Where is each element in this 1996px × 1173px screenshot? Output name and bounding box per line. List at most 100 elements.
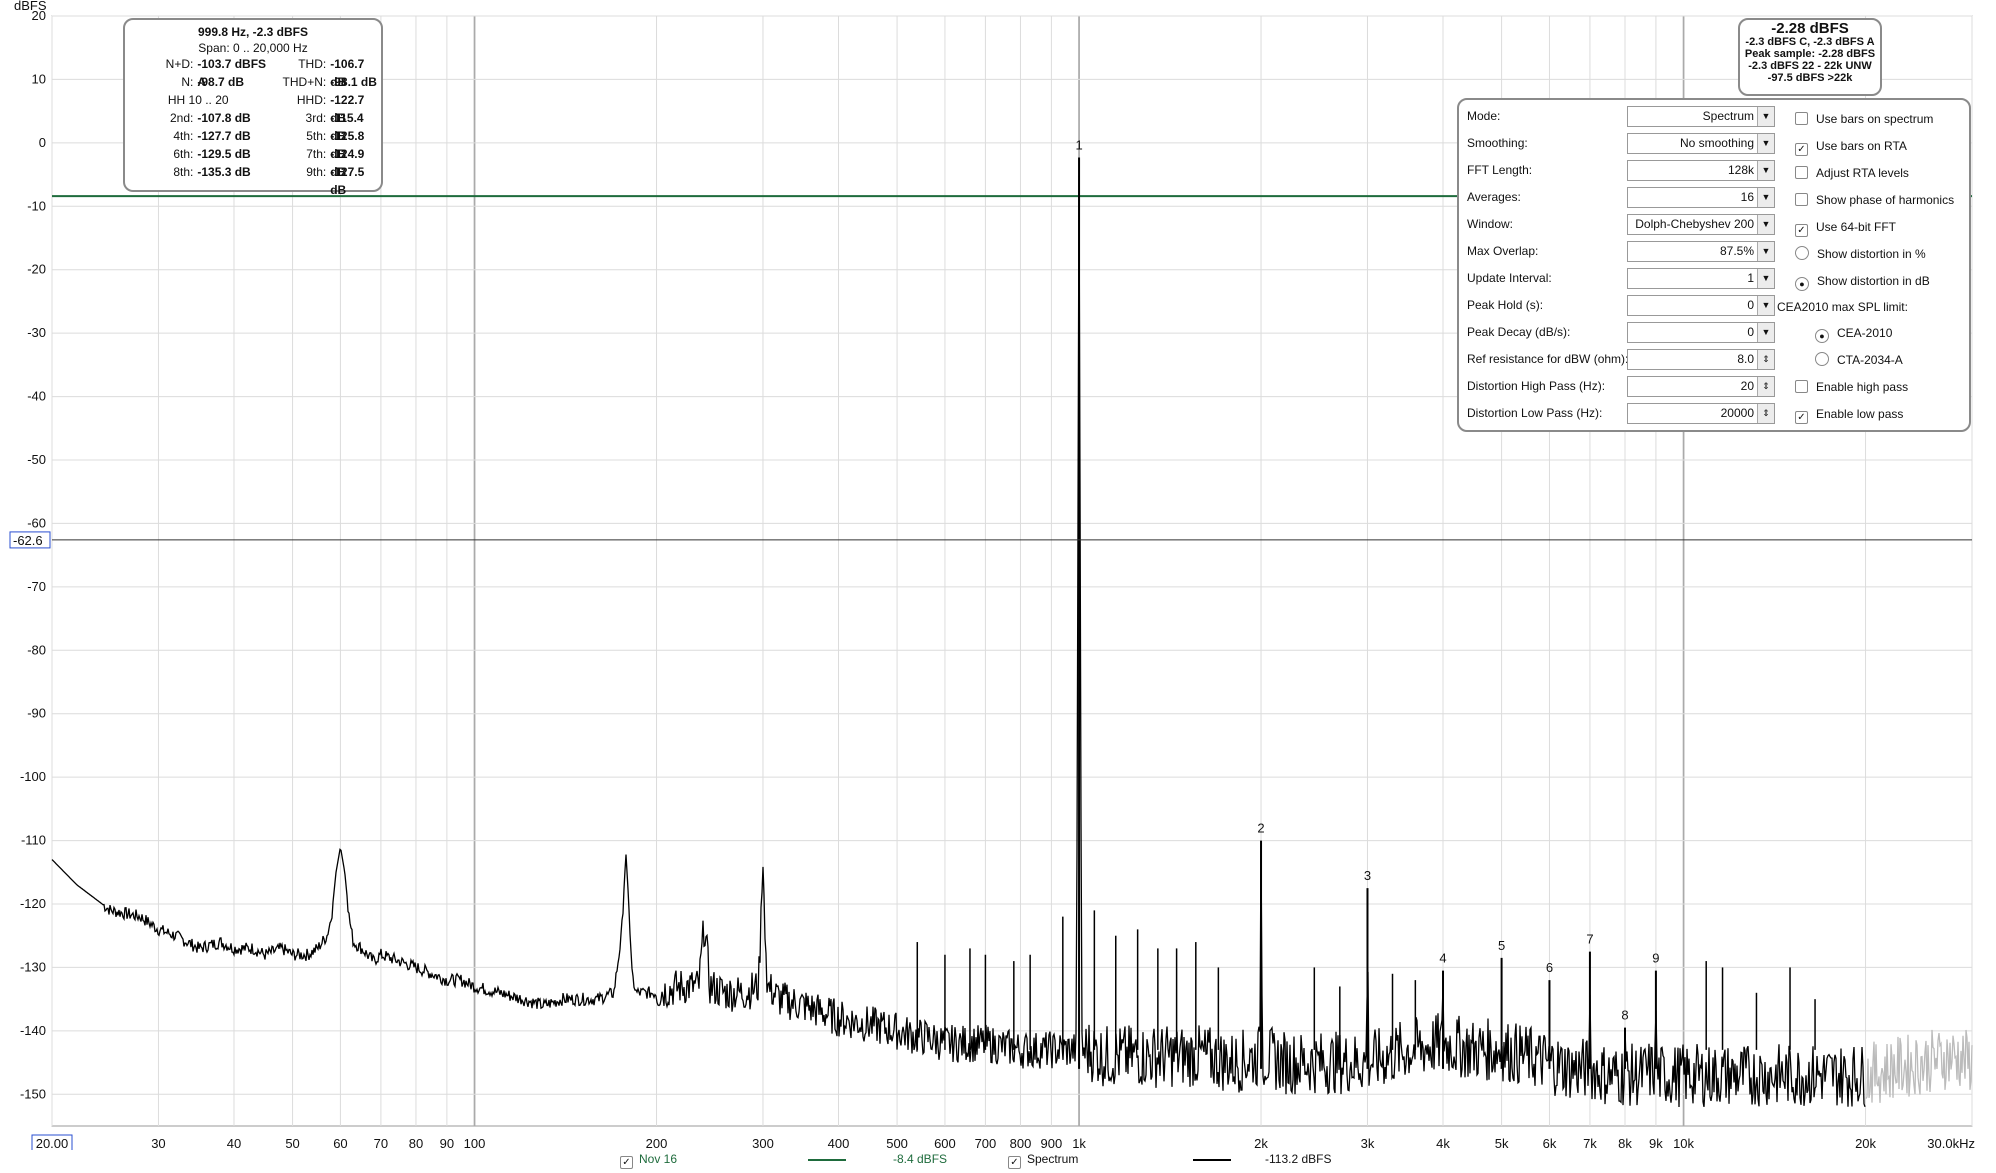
chart-legend: ✓ Nov 16 -8.4 dBFS ✓ Spectrum -113.2 dBFS bbox=[0, 1148, 1996, 1170]
legend-nov16-toggle[interactable]: ✓ Nov 16 bbox=[620, 1152, 677, 1169]
stats-value: -129.5 dB bbox=[197, 147, 251, 161]
radio-selected-icon[interactable]: ● bbox=[1795, 277, 1809, 291]
control-dropdown[interactable]: 20000 ⇕ bbox=[1627, 403, 1775, 424]
chevron-down-icon[interactable]: ▼ bbox=[1757, 296, 1774, 315]
control-dropdown[interactable]: 20 ⇕ bbox=[1627, 376, 1775, 397]
x-tick-label: 90 bbox=[440, 1136, 454, 1150]
checkbox-icon[interactable] bbox=[1795, 193, 1808, 206]
distortion-stats-panel: 999.8 Hz, -2.3 dBFS Span: 0 .. 20,000 Hz… bbox=[123, 18, 383, 197]
y-tick-label: -130 bbox=[20, 959, 46, 974]
x-tick-label: 6k bbox=[1543, 1136, 1557, 1150]
stats-label: N: bbox=[181, 75, 194, 89]
control-label: Ref resistance for dBW (ohm): bbox=[1467, 352, 1629, 366]
x-tick-label: 60 bbox=[333, 1136, 347, 1150]
analyser-controls-panel: Mode: Spectrum ▼ Smoothing: No smoothing ▼ FFT… bbox=[1457, 98, 1971, 432]
radio-cta-2034[interactable]: CTA-2034-A bbox=[1815, 351, 1903, 369]
control-label: Window: bbox=[1467, 217, 1514, 231]
cea-limit-label: CEA2010 max SPL limit: bbox=[1777, 300, 1908, 314]
chevron-down-icon[interactable]: ▼ bbox=[1757, 188, 1774, 207]
harmonic-label: 5 bbox=[1498, 938, 1505, 953]
spectrum-line bbox=[51, 176, 1866, 1108]
y-tick-label: -50 bbox=[27, 452, 46, 467]
radio-distortion-percent[interactable]: Show distortion in % bbox=[1795, 245, 1926, 263]
chevron-down-icon[interactable]: ▼ bbox=[1757, 323, 1774, 342]
stepper-icon[interactable]: ⇕ bbox=[1757, 377, 1774, 396]
control-dropdown[interactable]: 1 ▼ bbox=[1627, 268, 1775, 289]
cursor-value-box[interactable] bbox=[9, 531, 51, 549]
x-tick-label: 30.0kHz bbox=[1927, 1136, 1975, 1150]
checkmark-icon[interactable]: ✓ bbox=[1008, 1156, 1021, 1169]
stats-title: 999.8 Hz, -2.3 dBFS bbox=[197, 25, 309, 39]
checkmark-icon[interactable]: ✓ bbox=[620, 1156, 633, 1169]
checkbox-icon[interactable] bbox=[1795, 380, 1808, 393]
checkmark-icon[interactable]: ✓ bbox=[1795, 411, 1808, 424]
control-dropdown[interactable]: 87.5% ▼ bbox=[1627, 241, 1775, 262]
stats-value: -125.8 dB bbox=[330, 129, 365, 161]
control-dropdown[interactable]: 8.0 ⇕ bbox=[1627, 349, 1775, 370]
control-label: Max Overlap: bbox=[1467, 244, 1539, 258]
control-dropdown[interactable]: Spectrum ▼ bbox=[1627, 106, 1775, 127]
x-tick-label: 30 bbox=[151, 1136, 165, 1150]
harmonic-label: 6 bbox=[1546, 960, 1553, 975]
stats-label: 3rd: bbox=[305, 111, 327, 125]
control-dropdown[interactable]: 0 ▼ bbox=[1627, 295, 1775, 316]
chevron-down-icon[interactable]: ▼ bbox=[1757, 134, 1774, 153]
x-tick-label: 40 bbox=[227, 1136, 241, 1150]
check-bars-on-rta[interactable]: ✓ Use bars on RTA bbox=[1795, 137, 1907, 156]
dropdown-value: 1 bbox=[1747, 271, 1754, 285]
radio-cea-2010[interactable]: ● CEA-2010 bbox=[1815, 324, 1892, 343]
y-tick-label: -20 bbox=[27, 262, 46, 277]
legend-spectrum-toggle[interactable]: ✓ Spectrum bbox=[1008, 1152, 1078, 1169]
x-tick-label: 3k bbox=[1361, 1136, 1375, 1150]
chevron-down-icon[interactable]: ▼ bbox=[1757, 269, 1774, 288]
x-tick-label: 8k bbox=[1618, 1136, 1632, 1150]
control-dropdown[interactable]: 0 ▼ bbox=[1627, 322, 1775, 343]
harmonic-label: 2 bbox=[1257, 821, 1264, 836]
check-adjust-rta[interactable]: Adjust RTA levels bbox=[1795, 164, 1909, 182]
chevron-down-icon[interactable]: ▼ bbox=[1757, 242, 1774, 261]
stats-value: -98.1 dB bbox=[330, 75, 377, 89]
checkbox-icon[interactable] bbox=[1795, 166, 1808, 179]
harmonic-label: 3 bbox=[1364, 868, 1371, 883]
check-bars-on-spectrum[interactable]: Use bars on spectrum bbox=[1795, 110, 1933, 128]
dropdown-value: 128k bbox=[1727, 163, 1754, 177]
dropdown-value: 0 bbox=[1747, 298, 1754, 312]
y-tick-label: -30 bbox=[27, 325, 46, 340]
chevron-down-icon[interactable]: ▼ bbox=[1757, 215, 1774, 234]
control-label: Averages: bbox=[1467, 190, 1521, 204]
control-dropdown[interactable]: No smoothing ▼ bbox=[1627, 133, 1775, 154]
checkmark-icon[interactable]: ✓ bbox=[1795, 224, 1808, 237]
checkmark-icon[interactable]: ✓ bbox=[1795, 143, 1808, 156]
x-tick-label: 2k bbox=[1254, 1136, 1268, 1150]
legend-nov16-value: -8.4 dBFS bbox=[893, 1152, 948, 1166]
stepper-icon[interactable]: ⇕ bbox=[1757, 350, 1774, 369]
control-label: FFT Length: bbox=[1467, 163, 1533, 177]
check-low-pass[interactable]: ✓ Enable low pass bbox=[1795, 405, 1903, 424]
check-64bit-fft[interactable]: ✓ Use 64-bit FFT bbox=[1795, 218, 1896, 237]
x-tick-label: 1k bbox=[1072, 1136, 1086, 1150]
x-tick-label: 300 bbox=[752, 1136, 774, 1150]
check-high-pass[interactable]: Enable high pass bbox=[1795, 378, 1908, 396]
stats-row: 6th: -129.5 dB 7th: -124.9 dB bbox=[125, 145, 381, 179]
radio-selected-icon[interactable]: ● bbox=[1815, 329, 1829, 343]
radio-distortion-db[interactable]: ● Show distortion in dB bbox=[1795, 272, 1930, 291]
chevron-down-icon[interactable]: ▼ bbox=[1757, 107, 1774, 126]
check-phase-harmonics[interactable]: Show phase of harmonics bbox=[1795, 191, 1954, 209]
chevron-down-icon[interactable]: ▼ bbox=[1757, 161, 1774, 180]
stats-rows: N+D: -103.7 dBFS A THD: -106.7 dB N: -98.7 dB… bbox=[125, 55, 381, 197]
dropdown-value: 8.0 bbox=[1737, 352, 1754, 366]
stepper-icon[interactable]: ⇕ bbox=[1757, 404, 1774, 423]
x-tick-label: 50 bbox=[285, 1136, 299, 1150]
radio-icon[interactable] bbox=[1815, 352, 1829, 366]
control-dropdown[interactable]: Dolph-Chebyshev 200 ▼ bbox=[1627, 214, 1775, 235]
dropdown-value: Spectrum bbox=[1702, 109, 1754, 123]
stats-value: -106.7 dB bbox=[330, 57, 365, 89]
harmonic-label: 4 bbox=[1439, 951, 1446, 966]
cursor-value: -62.6 bbox=[13, 533, 43, 548]
radio-icon[interactable] bbox=[1795, 246, 1809, 260]
control-dropdown[interactable]: 16 ▼ bbox=[1627, 187, 1775, 208]
checkbox-icon[interactable] bbox=[1795, 112, 1808, 125]
stats-label: 2nd: bbox=[169, 111, 194, 125]
x-axis-ticks: 20.00 30 40 50 60 70 80 90 100 200 300 400 500 600 700… bbox=[31, 1134, 1975, 1150]
control-dropdown[interactable]: 128k ▼ bbox=[1627, 160, 1775, 181]
